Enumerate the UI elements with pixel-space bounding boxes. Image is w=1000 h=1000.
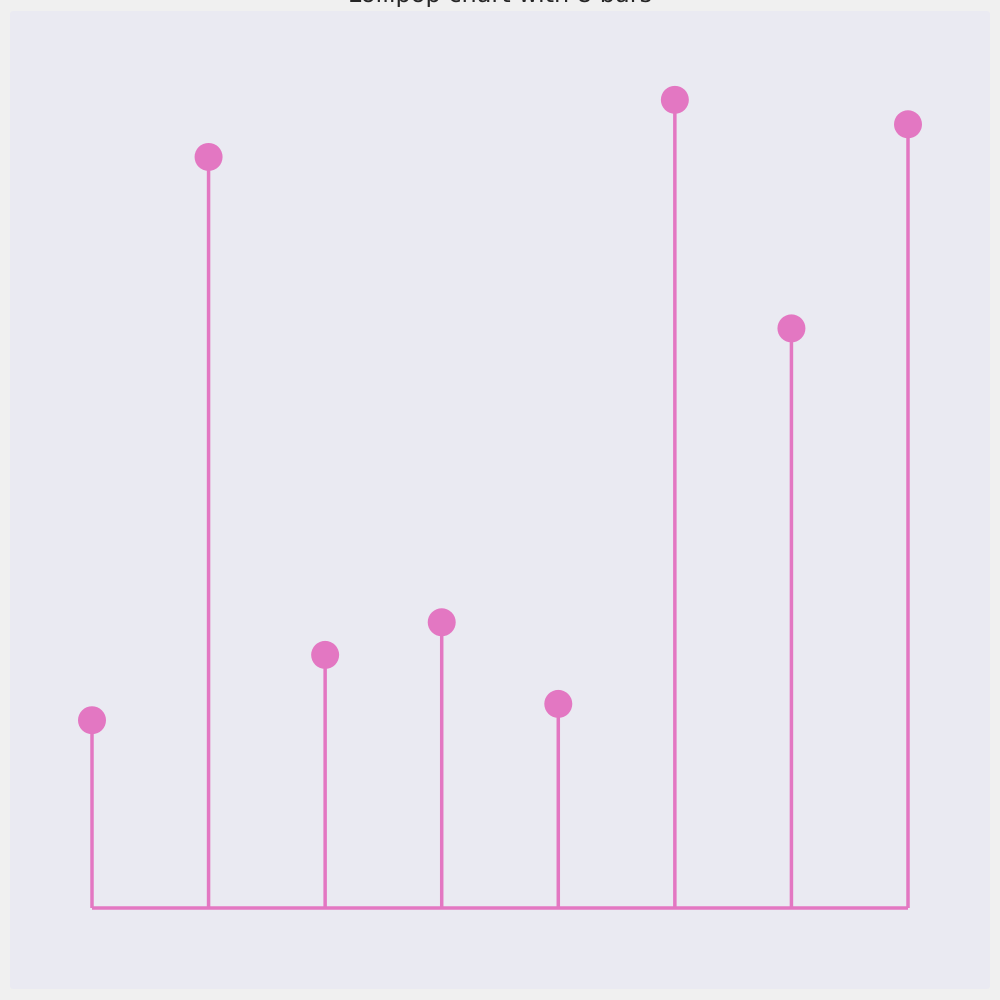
lollipop-head — [78, 706, 106, 735]
lollipop-head — [194, 142, 223, 171]
plot-area — [10, 11, 990, 989]
lollipop-head — [544, 689, 573, 718]
chart-title: Lollipop chart with 8 bars — [348, 0, 652, 8]
lollipop-head — [311, 640, 340, 669]
lollipop-head — [660, 85, 689, 114]
lollipop-head — [777, 314, 806, 343]
lollipop-head — [894, 110, 922, 139]
lollipop-head — [427, 608, 456, 637]
stems-group — [90, 99, 910, 908]
heads-group — [78, 85, 922, 735]
